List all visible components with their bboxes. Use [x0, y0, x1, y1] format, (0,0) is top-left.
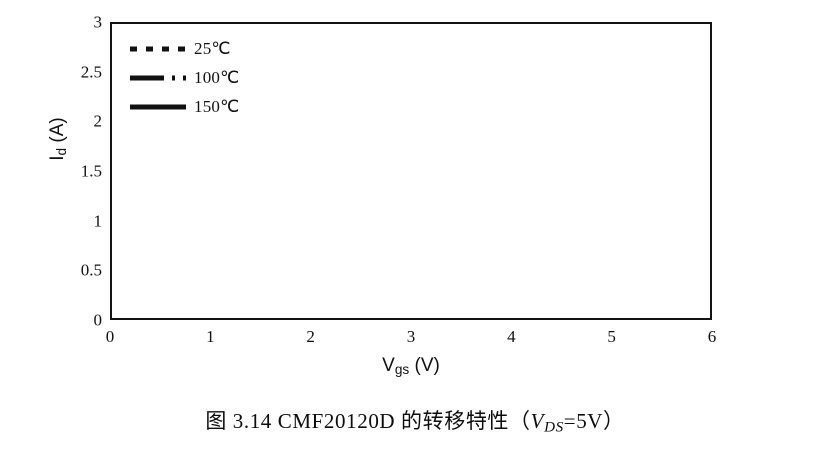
- legend-item: 100℃: [128, 63, 303, 92]
- legend-label-25c: 25℃: [194, 38, 231, 58]
- caption-variable-subscript: DS: [544, 419, 564, 436]
- x-axis-title-main: V: [382, 355, 395, 376]
- y-tick-label: 1.5: [80, 161, 102, 181]
- legend-item: 150℃: [128, 92, 303, 121]
- y-tick-label: 2: [93, 111, 103, 131]
- x-tick-label: 0: [105, 327, 115, 346]
- x-tick-label: 3: [406, 327, 416, 346]
- y-axis-title-main: I: [47, 155, 68, 161]
- x-axis-title: Vgs (V): [110, 355, 712, 377]
- figure-caption: 图 3.14 CMF20120D 的转移特性（VDS=5V）: [0, 405, 830, 436]
- y-axis-tick-labels: 0 0.5 1 1.5 2 2.5 3: [40, 0, 102, 340]
- y-tick-label: 0.5: [80, 260, 102, 280]
- y-tick-label: 2.5: [80, 62, 102, 82]
- legend-label-150c: 150℃: [194, 96, 240, 116]
- legend-swatch-150c: [130, 104, 186, 109]
- y-tick-label: 0: [93, 310, 103, 330]
- caption-suffix: =5V）: [563, 409, 625, 433]
- x-tick-label: 4: [507, 327, 516, 346]
- plot-frame-border: [110, 22, 712, 320]
- y-axis-title: Id (A): [47, 79, 69, 199]
- legend-item: 25℃: [128, 34, 303, 63]
- x-axis-title-unit: (V): [409, 355, 440, 376]
- x-axis-title-sub: gs: [394, 362, 410, 377]
- x-tick-label: 1: [206, 327, 215, 346]
- caption-variable: V: [530, 409, 545, 433]
- y-tick-label: 3: [93, 12, 103, 32]
- x-tick-label: 2: [306, 327, 315, 346]
- x-tick-label: 5: [607, 327, 616, 346]
- y-axis-title-unit: (A): [47, 117, 68, 148]
- plot-area: 25℃ 100℃ 150℃: [110, 22, 712, 320]
- x-axis-tick-labels: 0 1 2 3 4 5 6: [0, 328, 830, 356]
- legend-label-100c: 100℃: [194, 67, 240, 87]
- legend-swatch-100c: [130, 75, 186, 80]
- legend: 25℃ 100℃ 150℃: [128, 34, 303, 121]
- y-axis-title-sub: d: [54, 147, 69, 156]
- y-tick-label: 1: [93, 211, 103, 231]
- legend-swatch-25c: [130, 46, 186, 51]
- x-tick-label: 6: [707, 327, 717, 346]
- caption-prefix: 图 3.14 CMF20120D 的转移特性（: [205, 409, 531, 433]
